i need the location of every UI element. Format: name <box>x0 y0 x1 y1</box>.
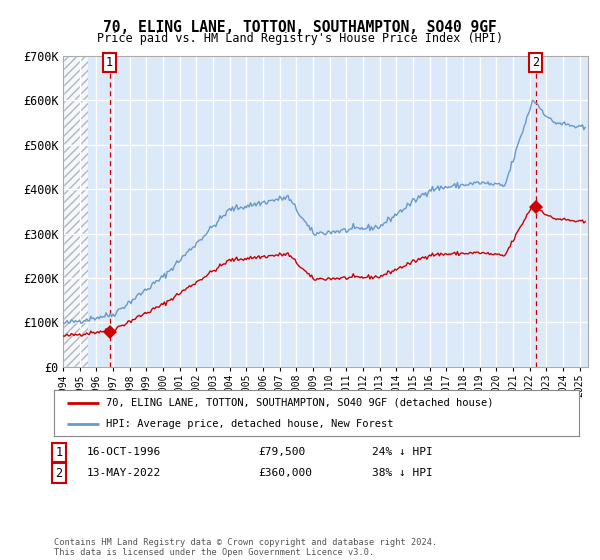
Text: 2: 2 <box>532 56 539 69</box>
Text: £360,000: £360,000 <box>258 468 312 478</box>
Text: 70, ELING LANE, TOTTON, SOUTHAMPTON, SO40 9GF (detached house): 70, ELING LANE, TOTTON, SOUTHAMPTON, SO4… <box>107 398 494 408</box>
Text: 38% ↓ HPI: 38% ↓ HPI <box>372 468 433 478</box>
Bar <box>63 56 88 367</box>
Text: 1: 1 <box>55 446 62 459</box>
Text: 13-MAY-2022: 13-MAY-2022 <box>87 468 161 478</box>
Text: £79,500: £79,500 <box>258 447 305 458</box>
Text: HPI: Average price, detached house, New Forest: HPI: Average price, detached house, New … <box>107 419 394 429</box>
Text: 2: 2 <box>55 466 62 480</box>
Text: Price paid vs. HM Land Registry's House Price Index (HPI): Price paid vs. HM Land Registry's House … <box>97 32 503 45</box>
Text: Contains HM Land Registry data © Crown copyright and database right 2024.
This d: Contains HM Land Registry data © Crown c… <box>54 538 437 557</box>
Text: 1: 1 <box>106 56 113 69</box>
Text: 70, ELING LANE, TOTTON, SOUTHAMPTON, SO40 9GF: 70, ELING LANE, TOTTON, SOUTHAMPTON, SO4… <box>103 20 497 35</box>
Text: 24% ↓ HPI: 24% ↓ HPI <box>372 447 433 458</box>
Text: 16-OCT-1996: 16-OCT-1996 <box>87 447 161 458</box>
